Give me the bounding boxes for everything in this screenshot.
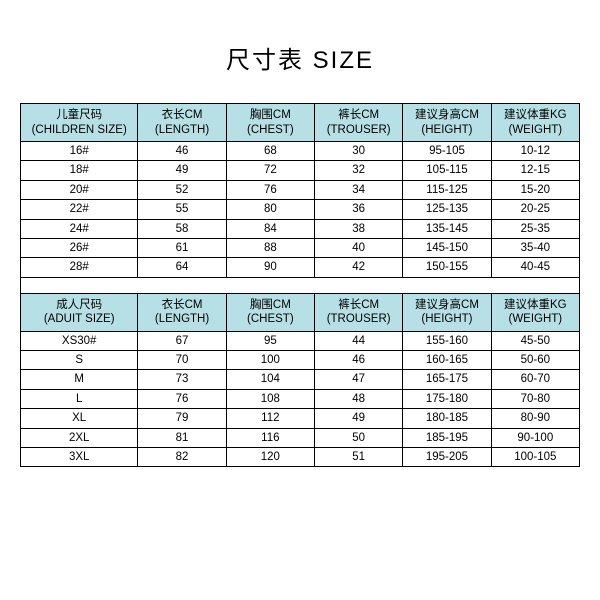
col-header: 胸围CM(CHEST)	[226, 293, 314, 331]
col-header: 建议体重KG(WEIGHT)	[491, 104, 579, 142]
table-row: XL7911249180-18580-90	[21, 409, 580, 428]
adult-header-row: 成人尺码(ADUIT SIZE) 衣长CM(LENGTH) 胸围CM(CHEST…	[21, 293, 580, 331]
table-row: XS30#679544155-16045-50	[21, 331, 580, 350]
col-header: 衣长CM(LENGTH)	[138, 293, 226, 331]
size-tables: 儿童尺码(CHILDREN SIZE) 衣长CM(LENGTH) 胸围CM(CH…	[20, 103, 580, 467]
col-header: 建议体重KG(WEIGHT)	[491, 293, 579, 331]
table-row: 24#588438135-14525-35	[21, 219, 580, 238]
table-row: M7310447165-17560-70	[21, 370, 580, 389]
table-row: 18#497232105-11512-15	[21, 161, 580, 180]
col-header: 胸围CM(CHEST)	[226, 104, 314, 142]
col-header: 成人尺码(ADUIT SIZE)	[21, 293, 138, 331]
table-row: 28#649042150-15540-45	[21, 258, 580, 277]
table-row: 22#558036125-13520-25	[21, 200, 580, 219]
table-row: 3XL8212051195-205100-105	[21, 447, 580, 466]
children-size-table: 儿童尺码(CHILDREN SIZE) 衣长CM(LENGTH) 胸围CM(CH…	[20, 103, 580, 467]
col-header: 建议身高CM(HEIGHT)	[403, 104, 491, 142]
col-header: 裤长CM(TROUSER)	[315, 104, 403, 142]
col-header: 儿童尺码(CHILDREN SIZE)	[21, 104, 138, 142]
table-row: 16#46683095-10510-12	[21, 142, 580, 161]
table-row: L7610848175-18070-80	[21, 389, 580, 408]
col-header: 衣长CM(LENGTH)	[138, 104, 226, 142]
children-header-row: 儿童尺码(CHILDREN SIZE) 衣长CM(LENGTH) 胸围CM(CH…	[21, 104, 580, 142]
table-row: S7010046160-16550-60	[21, 351, 580, 370]
spacer-row	[21, 277, 580, 293]
col-header: 建议身高CM(HEIGHT)	[403, 293, 491, 331]
table-row: 2XL8111650185-19590-100	[21, 428, 580, 447]
col-header: 裤长CM(TROUSER)	[315, 293, 403, 331]
table-row: 26#618840145-15035-40	[21, 238, 580, 257]
table-row: 20#527634115-12515-20	[21, 180, 580, 199]
page-title: 尺寸表 SIZE	[20, 40, 580, 75]
